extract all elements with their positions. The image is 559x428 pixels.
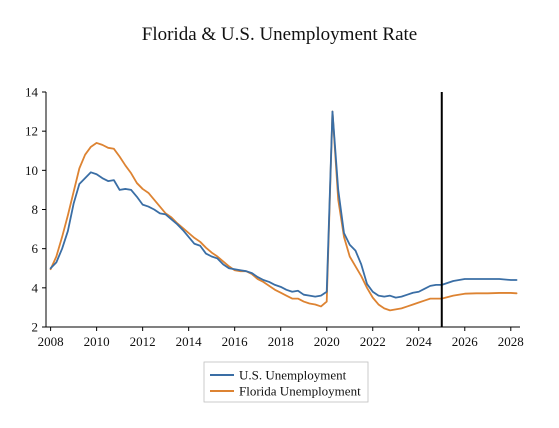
y-tick-label: 8: [32, 202, 39, 217]
y-tick-label: 14: [25, 85, 39, 100]
series-line-florida-unemployment: [49, 110, 518, 312]
legend-entry-label: U.S. Unemployment: [239, 368, 347, 383]
legend-entry-label: Florida Unemployment: [239, 384, 361, 399]
x-tick-label: 2026: [452, 334, 479, 349]
x-tick-label: 2010: [84, 334, 110, 349]
legend-box: [203, 361, 369, 403]
x-tick-label: 2008: [38, 334, 64, 349]
x-tick-label: 2012: [130, 334, 156, 349]
series-lines: [49, 110, 518, 312]
y-tick-label: 12: [25, 124, 38, 139]
y-tick-label: 2: [32, 320, 39, 335]
x-tick-label: 2016: [222, 334, 249, 349]
axes: 2 4 6 8 10 12 14 2008 2010 2012 2014 2016 2018 2020 20…: [25, 85, 524, 350]
x-tick-label: 2018: [268, 334, 294, 349]
y-tick-label: 4: [32, 280, 39, 295]
chart-title: Florida & U.S. Unemployment Rate: [141, 24, 418, 45]
x-tick-label: 2024: [406, 334, 433, 349]
series-line-us-unemployment: [49, 110, 518, 299]
x-tick-label: 2020: [314, 334, 340, 349]
y-tick-label: 6: [32, 241, 39, 256]
x-tick-label: 2014: [176, 334, 203, 349]
y-tick-label: 10: [25, 163, 38, 178]
x-tick-label: 2028: [498, 334, 524, 349]
x-tick-label: 2022: [360, 334, 386, 349]
